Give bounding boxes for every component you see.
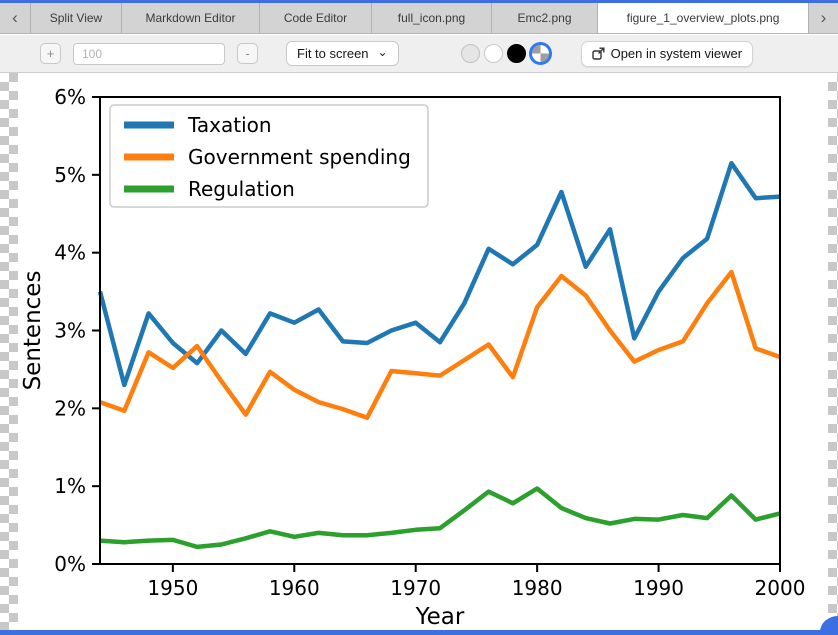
chevron-left-icon: ‹: [12, 8, 18, 27]
tabs-scroll-left-button[interactable]: ‹: [0, 3, 30, 33]
tab-label: Markdown Editor: [145, 11, 236, 25]
line-chart: 1950 1960 1970 1980 1990 2000 0% 1% 2% 3% 4% 5% 6% Ye…: [20, 85, 806, 630]
external-link-icon: [591, 47, 605, 60]
x-tick-label: 1990: [633, 576, 684, 600]
tab-label: Emc2.png: [517, 11, 572, 25]
tab-split-view[interactable]: Split View: [30, 3, 122, 33]
series-line-2: [99, 269, 781, 420]
chevron-right-icon: ›: [820, 8, 827, 27]
y-tick-label: 2%: [54, 396, 86, 420]
zoom-level-input[interactable]: [73, 42, 225, 65]
background-swatches: [460, 42, 552, 65]
y-tick-label: 4%: [54, 241, 86, 265]
tab-label: Code Editor: [283, 11, 348, 25]
y-tick-label: 1%: [54, 474, 86, 498]
fit-mode-select[interactable]: Fit to screen ⌄: [286, 41, 399, 66]
legend-label: Government spending: [188, 145, 411, 169]
window-top-accent: [0, 0, 838, 3]
x-tick-label: 1980: [512, 576, 563, 600]
zoom-out-button[interactable]: -: [237, 43, 258, 64]
image-viewer-toolbar: + - Fit to screen ⌄ Open in system viewe…: [0, 35, 838, 73]
tab-code-editor[interactable]: Code Editor: [260, 3, 372, 33]
open-button-label: Open in system viewer: [610, 46, 743, 61]
x-tick-label: 1960: [269, 576, 320, 600]
y-tick-label: 5%: [54, 163, 86, 187]
x-axis-label: Year: [415, 604, 465, 630]
plus-icon: +: [46, 46, 55, 61]
x-tick-label: 1950: [147, 576, 198, 600]
series-line-3: [99, 486, 781, 550]
window-bottom-accent: [0, 630, 838, 635]
x-tick-label: 1970: [390, 576, 441, 600]
zoom-in-button[interactable]: +: [40, 43, 61, 64]
series-line-1: [97, 160, 781, 388]
tab-label: full_icon.png: [397, 11, 466, 25]
minus-icon: -: [245, 46, 250, 61]
background-white-swatch[interactable]: [483, 44, 503, 63]
tab-label: Split View: [49, 11, 103, 25]
y-tick-label: 0%: [54, 552, 86, 576]
window-corner-accent: [820, 616, 838, 632]
open-in-system-viewer-button[interactable]: Open in system viewer: [580, 40, 754, 67]
background-transparent-swatch[interactable]: [528, 42, 552, 65]
y-axis-label: Sentences: [20, 271, 46, 391]
legend-label: Taxation: [187, 113, 272, 137]
tab-full-icon-png[interactable]: full_icon.png: [372, 3, 492, 33]
tab-markdown-editor[interactable]: Markdown Editor: [122, 3, 260, 33]
legend-box: [109, 104, 429, 208]
y-tick-label: 3%: [54, 319, 86, 343]
tab-figure-1-overview-plots-png[interactable]: figure_1_overview_plots.png: [598, 3, 808, 33]
tab-label: figure_1_overview_plots.png: [626, 11, 780, 25]
tab-bar: ‹ Split View Markdown Editor Code Editor…: [0, 3, 838, 34]
chevron-down-icon: ⌄: [377, 44, 388, 59]
tab-emc2-png[interactable]: Emc2.png: [492, 3, 598, 33]
fit-mode-value: Fit to screen: [297, 46, 369, 61]
background-default-swatch[interactable]: [460, 44, 480, 63]
background-black-swatch[interactable]: [506, 44, 526, 63]
legend-label: Regulation: [188, 177, 295, 201]
tabs-scroll-right-button[interactable]: ›: [808, 3, 838, 33]
y-tick-label: 6%: [54, 85, 86, 109]
displayed-image: 1950 1960 1970 1980 1990 2000 0% 1% 2% 3% 4% 5% 6% Ye…: [18, 73, 828, 635]
x-tick-label: 2000: [755, 576, 806, 600]
image-viewer-canvas: 1950 1960 1970 1980 1990 2000 0% 1% 2% 3% 4% 5% 6% Ye…: [0, 73, 838, 635]
